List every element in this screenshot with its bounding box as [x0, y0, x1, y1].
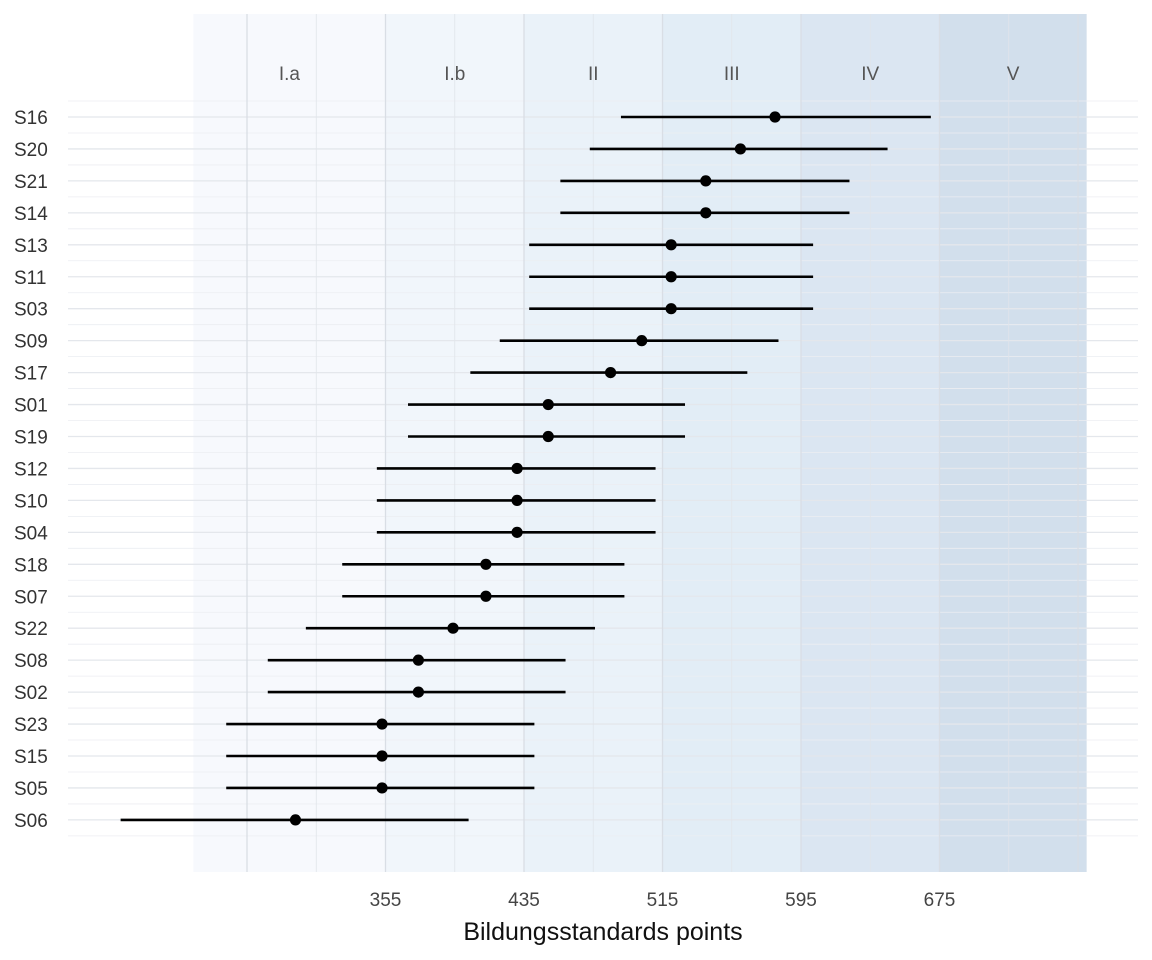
- point-S20: [734, 143, 747, 155]
- band-label-0: I.a: [279, 64, 301, 85]
- row-label-S04: S04: [14, 523, 48, 544]
- point-S11: [665, 271, 677, 283]
- row-label-S20: S20: [14, 140, 48, 161]
- row-label-S18: S18: [14, 555, 48, 576]
- point-S23: [376, 718, 388, 730]
- x-axis-title: Bildungsstandards points: [463, 918, 742, 946]
- row-label-S07: S07: [14, 587, 48, 608]
- x-tick-labels: 355 435 515 595 675: [370, 890, 956, 911]
- row-label-S23: S23: [14, 715, 48, 736]
- band-5: [939, 14, 1087, 872]
- row-label-S13: S13: [14, 236, 48, 257]
- point-S01: [542, 398, 554, 411]
- row-label-S15: S15: [14, 747, 48, 768]
- point-S18: [480, 558, 492, 570]
- x-tick-675: 675: [924, 890, 956, 911]
- row-label-S16: S16: [14, 108, 48, 129]
- x-tick-435: 435: [508, 890, 540, 911]
- x-tick-515: 515: [647, 890, 679, 911]
- point-S06: [289, 814, 302, 826]
- x-tick-595: 595: [785, 890, 817, 911]
- row-label-S09: S09: [14, 332, 48, 353]
- point-S08: [412, 654, 424, 666]
- row-label-S12: S12: [14, 459, 48, 480]
- row-label-S19: S19: [14, 428, 48, 449]
- row-label-S06: S06: [14, 811, 48, 832]
- point-S21: [700, 175, 712, 187]
- row-label-S05: S05: [14, 779, 48, 800]
- row-label-S10: S10: [14, 491, 48, 512]
- row-label-S01: S01: [14, 396, 48, 417]
- band-label-1: I.b: [444, 64, 465, 85]
- point-S07: [480, 590, 492, 602]
- point-S02: [412, 686, 424, 698]
- row-label-S14: S14: [14, 204, 48, 225]
- point-S04: [511, 526, 523, 538]
- point-S14: [700, 207, 712, 219]
- band-label-3: III: [724, 64, 740, 85]
- row-label-S17: S17: [14, 364, 48, 385]
- point-S03: [665, 303, 677, 315]
- level-band-labels: I.a I.b II III IV V: [279, 64, 1020, 85]
- point-S05: [376, 782, 388, 794]
- point-S16: [769, 111, 781, 123]
- point-S09: [636, 335, 648, 347]
- row-label-S08: S08: [14, 651, 48, 672]
- point-S22: [447, 622, 459, 634]
- row-labels: S16 S20 S21 S14 S13 S11 S03 S09 S17 S01 S19 S12 S10 S…: [14, 108, 48, 832]
- band-0: [193, 14, 386, 872]
- row-label-S03: S03: [14, 300, 48, 321]
- point-S19: [542, 430, 554, 443]
- x-tick-355: 355: [370, 890, 402, 911]
- point-S17: [604, 367, 617, 379]
- point-S13: [665, 239, 677, 251]
- point-S10: [511, 494, 523, 506]
- band-label-2: II: [588, 64, 599, 85]
- row-label-S21: S21: [14, 172, 48, 193]
- band-label-5: V: [1007, 64, 1020, 85]
- row-label-S02: S02: [14, 683, 48, 704]
- row-label-S22: S22: [14, 619, 48, 640]
- level-bands: [193, 14, 1087, 872]
- point-S12: [511, 462, 523, 475]
- point-S15: [376, 750, 388, 762]
- band-label-4: IV: [861, 64, 879, 85]
- row-label-S11: S11: [14, 268, 46, 289]
- point-markers: [289, 111, 781, 826]
